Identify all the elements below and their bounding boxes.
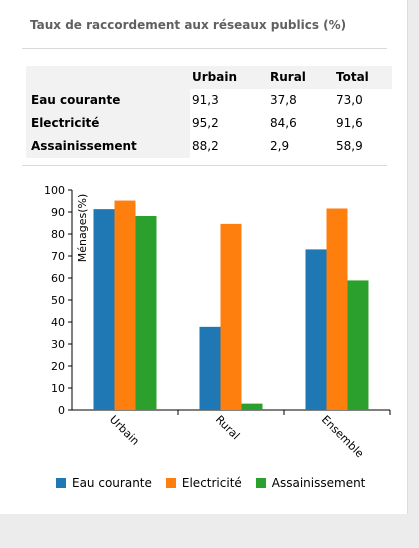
table-cell: 91,3 — [192, 93, 219, 107]
stats-table: Urbain Rural Total Eau courante 91,3 37,… — [26, 66, 392, 158]
bar-rural-0 — [199, 326, 221, 410]
y-tick-label: 80 — [51, 228, 65, 241]
table-row: Eau courante 91,3 37,8 73,0 — [26, 89, 392, 112]
table-header-cell: Total — [334, 66, 392, 89]
table-cell: 91,6 — [336, 116, 363, 130]
y-tick-label: 60 — [51, 272, 65, 285]
table-divider — [22, 165, 387, 166]
row-label: Assainissement — [26, 135, 190, 158]
legend-label: Eau courante — [72, 476, 152, 490]
x-tick-label: Rural — [213, 413, 242, 442]
y-tick-label: 100 — [44, 184, 65, 197]
table-header-cell — [26, 66, 190, 89]
legend-item: Electricité — [165, 476, 242, 490]
row-label: Eau courante — [26, 89, 190, 112]
table-cell: 95,2 — [192, 116, 219, 130]
bar-rural-2 — [241, 403, 263, 410]
y-tick-label: 10 — [51, 382, 65, 395]
bar-ensemble-2 — [347, 280, 369, 410]
table-row: Electricité 95,2 84,6 91,6 — [26, 112, 392, 135]
table-cell: 73,0 — [336, 93, 363, 107]
table-cell: 2,9 — [270, 139, 290, 153]
legend-swatch — [56, 478, 66, 488]
y-tick-label: 70 — [51, 250, 65, 263]
bar-ensemble-1 — [326, 208, 348, 410]
y-axis-label: Ménages(%) — [76, 194, 89, 263]
table-cell: 84,6 — [270, 116, 297, 130]
y-tick-label: 40 — [51, 316, 65, 329]
legend-item: Assainissement — [255, 476, 366, 490]
legend-label: Assainissement — [271, 476, 366, 490]
legend-label: Electricité — [181, 476, 242, 490]
title-divider — [22, 48, 387, 49]
table-cell: 37,8 — [270, 93, 297, 107]
chart-panel: Taux de raccordement aux réseaux publics… — [0, 0, 408, 514]
y-tick-label: 30 — [51, 338, 65, 351]
bar-urbain-1 — [114, 200, 136, 410]
bar-urbain-0 — [93, 209, 115, 410]
chart-legend: Eau courante Electricité Assainissement — [56, 476, 365, 490]
legend-swatch — [255, 478, 266, 488]
table-header-cell: Urbain — [190, 66, 268, 89]
y-tick-label: 0 — [58, 404, 65, 417]
x-tick-label: Ensemble — [319, 413, 366, 460]
row-label: Electricité — [26, 112, 190, 135]
legend-swatch — [165, 478, 176, 488]
table-cell: 88,2 — [192, 139, 219, 153]
table-header-cell: Rural — [268, 66, 334, 89]
bar-rural-1 — [220, 223, 242, 410]
table-cell: 58,9 — [336, 139, 363, 153]
bar-ensemble-0 — [305, 249, 327, 410]
panel-title: Taux de raccordement aux réseaux publics… — [30, 18, 347, 32]
table-row: Assainissement 88,2 2,9 58,9 — [26, 135, 392, 158]
y-tick-label: 90 — [51, 206, 65, 219]
x-tick-label: Urbain — [107, 413, 142, 448]
table-header-row: Urbain Rural Total — [26, 66, 392, 89]
y-tick-label: 50 — [51, 294, 65, 307]
bar-urbain-2 — [135, 215, 157, 410]
bar-chart: 0 10 20 30 40 50 60 70 80 90 100 Ménages(%) Urbain Ru… — [44, 184, 391, 460]
legend-item: Eau courante — [56, 476, 152, 490]
y-tick-label: 20 — [51, 360, 65, 373]
